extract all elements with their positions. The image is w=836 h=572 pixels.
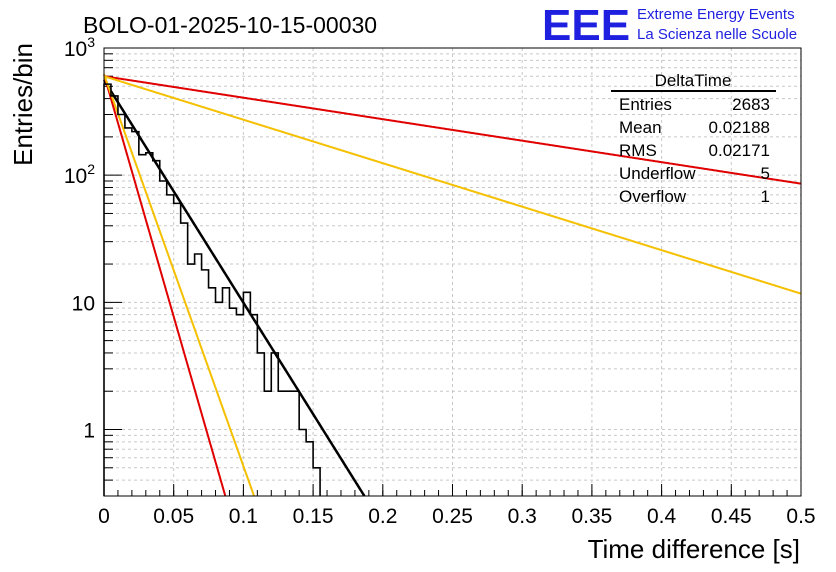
curve-upper-yellow [103,75,802,295]
x-tick-label: 0.05 [153,505,194,528]
grid-lines [104,48,801,497]
curve-fit [102,79,366,497]
y-tick-label: 10 [72,292,95,315]
logo-line-1: Extreme Energy Events [637,6,795,23]
tick-labels: 0 0.05 0.1 0.15 0.2 0.25 0.3 0.35 0.4 0.45 0.5 1 10 1… [64,34,816,528]
curves-layer [102,74,802,497]
stats-value: 5 [761,164,770,183]
x-axis-label: Time difference [s] [588,534,800,564]
stats-title: DeltaTime [655,71,732,90]
curve-lower-yellow [103,74,255,497]
x-tick-label: 0.5 [786,505,815,528]
y-tick-label: 103 [64,34,95,61]
stats-value: 2683 [732,95,770,114]
stats-value: 0.02188 [709,118,770,137]
x-tick-label: 0.2 [368,505,397,528]
stats-label: RMS [619,141,657,160]
eee-logo-mark: EEE [542,1,630,50]
logo-line-2: La Scienza nelle Scuole [637,26,797,43]
stats-label: Mean [619,118,662,137]
x-tick-label: 0 [98,505,110,528]
x-tick-label: 0.35 [571,505,612,528]
stats-label: Entries [619,95,672,114]
x-tick-label: 0.15 [293,505,334,528]
stats-rows: Entries 2683 Mean 0.02188 RMS 0.02171 Underflo… [619,95,770,206]
chart-title: BOLO-01-2025-10-15-00030 [83,12,377,38]
stats-box: DeltaTime Entries 2683 Mean 0.02188 RMS 0.021… [611,71,776,206]
stats-label: Overflow [619,187,687,206]
eee-logo: EEE Extreme Energy Events La Scienza nel… [542,1,797,50]
histogram-layer [103,83,321,496]
x-tick-label: 0.1 [229,505,258,528]
x-tick-label: 0.25 [432,505,473,528]
stats-value: 1 [761,187,770,206]
curve-lower-red [103,74,227,497]
stats-value: 0.02171 [709,141,770,160]
plot-frame [103,47,802,497]
y-tick-label: 102 [64,161,95,188]
y-tick-label: 1 [83,420,95,443]
histogram-outline [103,83,321,496]
stats-label: Underflow [619,164,696,183]
x-tick-label: 0.4 [647,505,677,528]
x-tick-label: 0.45 [711,505,752,528]
x-tick-label: 0.3 [508,505,537,528]
y-axis-label: Entries/bin [8,43,38,166]
curve-upper-red [103,75,802,185]
